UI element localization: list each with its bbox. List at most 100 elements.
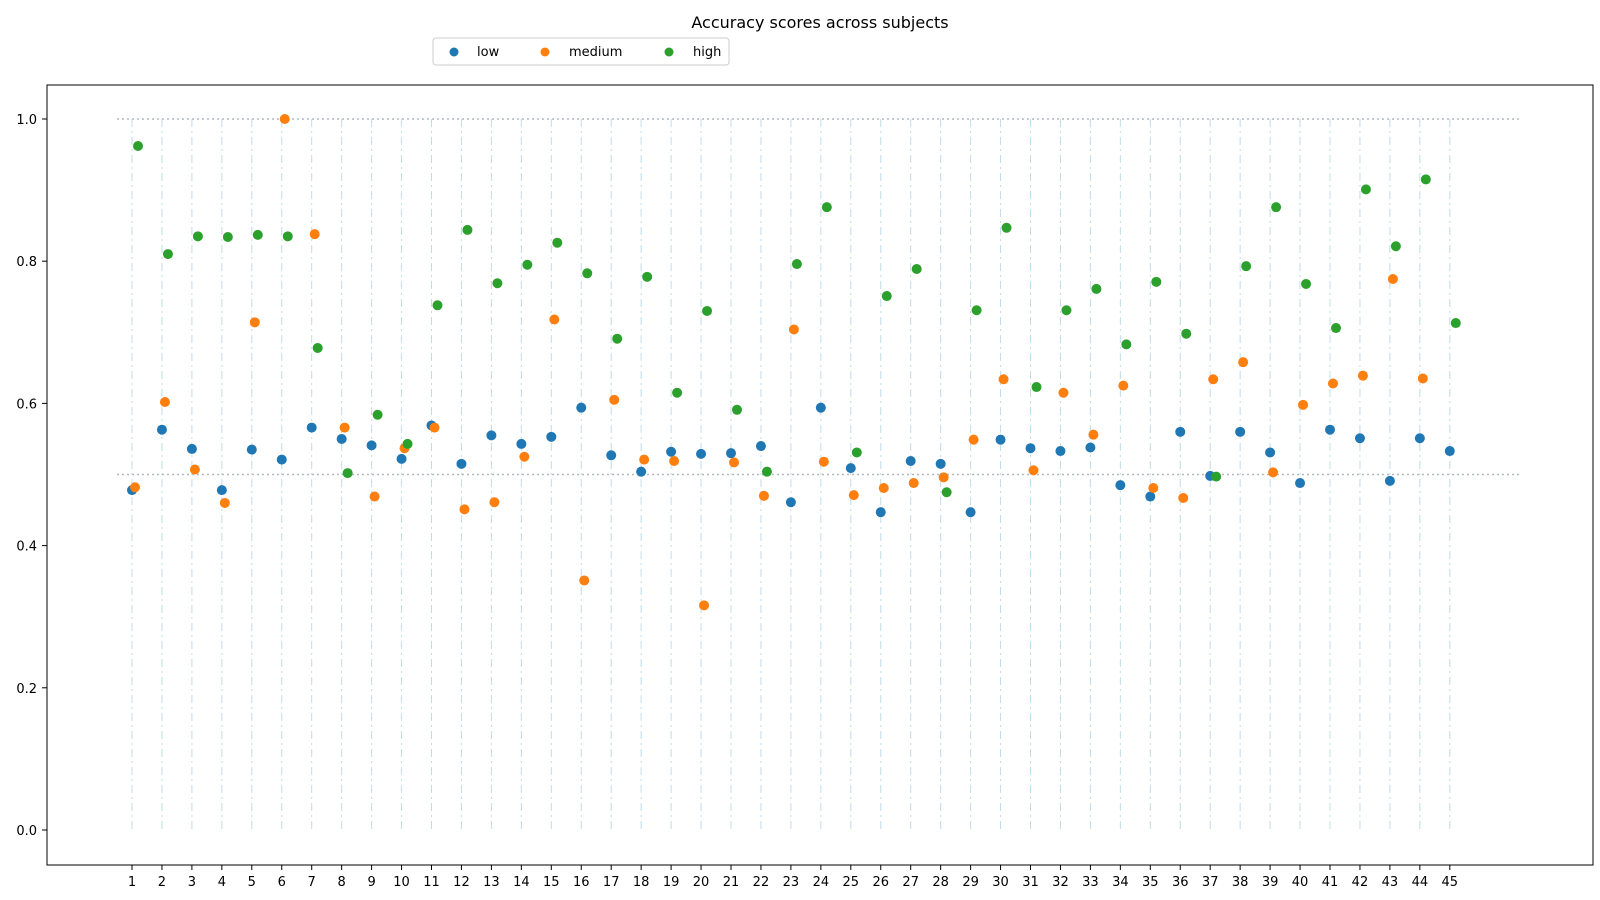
point-medium-4 (219, 497, 230, 508)
legend-marker-medium (540, 47, 550, 57)
point-medium-13 (489, 497, 500, 508)
x-tick-label-19: 19 (663, 875, 680, 890)
point-high-9 (372, 409, 383, 420)
point-high-25 (851, 447, 862, 458)
point-high-29 (971, 305, 982, 316)
point-high-13 (492, 278, 503, 289)
point-low-28 (935, 458, 946, 469)
point-low-34 (1115, 480, 1126, 491)
point-low-16 (576, 402, 587, 413)
reference-lines (117, 118, 1522, 476)
point-low-32 (1055, 446, 1066, 457)
x-tick-label-20: 20 (693, 875, 710, 890)
x-tick-label-32: 32 (1052, 875, 1069, 890)
point-high-35 (1151, 276, 1162, 287)
point-medium-32 (1058, 387, 1069, 398)
point-high-14 (522, 259, 533, 270)
point-high-7 (312, 342, 323, 353)
point-high-36 (1181, 328, 1192, 339)
x-tick-label-44: 44 (1412, 875, 1429, 890)
point-medium-28 (938, 472, 949, 483)
point-medium-12 (459, 504, 470, 515)
x-tick-label-9: 9 (367, 875, 375, 890)
point-low-6 (276, 454, 287, 465)
x-tick-label-13: 13 (483, 875, 500, 890)
y-tick-label-0.0: 0.0 (16, 824, 37, 839)
point-medium-8 (339, 422, 350, 433)
point-low-27 (905, 455, 916, 466)
point-medium-7 (309, 229, 320, 240)
point-high-6 (282, 231, 293, 242)
plot-frame (46, 84, 1594, 866)
point-low-18 (636, 466, 647, 477)
point-medium-1 (130, 482, 140, 493)
point-high-38 (1241, 261, 1252, 272)
x-tick-label-43: 43 (1382, 875, 1399, 890)
point-high-37 (1211, 471, 1222, 482)
point-medium-33 (1088, 429, 1099, 440)
point-low-12 (456, 458, 467, 469)
point-high-34 (1121, 339, 1132, 350)
point-high-43 (1390, 241, 1401, 252)
x-tick-label-25: 25 (843, 875, 860, 890)
point-medium-15 (549, 314, 560, 325)
x-tick-label-34: 34 (1112, 875, 1129, 890)
point-medium-41 (1328, 378, 1338, 389)
point-low-26 (875, 507, 886, 518)
point-low-4 (216, 485, 227, 496)
point-high-30 (1001, 222, 1012, 233)
point-low-30 (995, 434, 1006, 445)
chart-title: Accuracy scores across subjects (691, 13, 948, 32)
point-medium-24 (818, 456, 829, 467)
x-tick-label-39: 39 (1262, 875, 1279, 890)
point-high-15 (552, 237, 563, 248)
point-medium-31 (1028, 465, 1039, 476)
y-tick-label-0.2: 0.2 (16, 682, 37, 697)
point-high-22 (761, 466, 772, 477)
point-low-39 (1265, 447, 1276, 458)
point-high-17 (612, 333, 623, 344)
y-tick-label-0.6: 0.6 (16, 397, 37, 412)
x-tick-label-31: 31 (1022, 875, 1039, 890)
point-medium-5 (249, 317, 260, 328)
point-low-33 (1085, 442, 1096, 453)
legend: low medium high (432, 37, 730, 66)
x-tick-label-6: 6 (278, 875, 286, 890)
x-tick-label-5: 5 (248, 875, 256, 890)
point-high-45 (1450, 318, 1461, 329)
point-medium-20 (699, 600, 710, 611)
x-tick-label-14: 14 (513, 875, 530, 890)
x-tick-label-1: 1 (128, 875, 136, 890)
point-high-16 (582, 268, 593, 279)
point-low-7 (306, 422, 317, 433)
point-medium-38 (1238, 357, 1249, 368)
point-low-42 (1354, 433, 1365, 444)
point-medium-27 (908, 478, 919, 489)
x-tick-label-30: 30 (992, 875, 1009, 890)
x-tick-label-7: 7 (308, 875, 316, 890)
point-high-42 (1360, 184, 1371, 195)
x-tick-label-37: 37 (1202, 875, 1219, 890)
points-layer (127, 114, 1461, 611)
x-tick-label-26: 26 (872, 875, 889, 890)
x-tick-label-2: 2 (158, 875, 166, 890)
legend-label-medium: medium (569, 45, 622, 60)
point-high-28 (941, 487, 952, 498)
point-high-41 (1331, 323, 1341, 334)
point-low-41 (1325, 424, 1335, 435)
point-low-13 (486, 430, 497, 441)
point-medium-25 (848, 490, 859, 501)
x-tick-label-36: 36 (1172, 875, 1189, 890)
point-high-18 (642, 271, 653, 282)
x-tick-label-10: 10 (393, 875, 410, 890)
point-medium-11 (429, 422, 440, 433)
point-high-4 (222, 232, 233, 243)
x-tick-label-45: 45 (1442, 875, 1459, 890)
point-high-19 (672, 387, 683, 398)
point-high-27 (911, 264, 922, 275)
x-axis: 1 2 3 4 5 6 7 8 9 10 11 12 13 14 15 16 17 18 19 20 21 22 23 24 2… (128, 865, 1458, 890)
point-low-36 (1175, 426, 1186, 437)
point-low-25 (845, 463, 856, 474)
point-medium-16 (579, 575, 590, 586)
point-high-10 (402, 438, 413, 449)
